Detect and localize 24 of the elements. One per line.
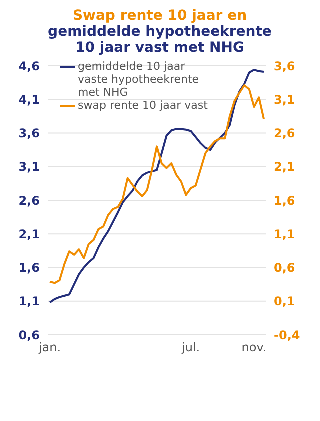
y-tick-label: 3,6 bbox=[18, 126, 40, 141]
chart-title: Swap rente 10 jaar en bbox=[72, 8, 248, 24]
legend-label: swap rente 10 jaar vast bbox=[78, 99, 208, 112]
x-tick-label: jan. bbox=[38, 340, 62, 355]
y2-tick-label: 1,1 bbox=[274, 227, 296, 242]
y2-tick-label: 2,1 bbox=[274, 160, 296, 174]
y2-tick-label: 0,1 bbox=[274, 294, 296, 309]
y2-tick-label: 3,1 bbox=[274, 92, 296, 107]
y-tick-label: 3,1 bbox=[18, 160, 40, 174]
y-tick-label: 1,1 bbox=[18, 294, 40, 309]
y-tick-label: 4,6 bbox=[18, 59, 40, 74]
y-tick-label: 2,6 bbox=[18, 194, 40, 208]
y-tick-label: 1,6 bbox=[18, 261, 40, 276]
y-tick-label: 0,6 bbox=[18, 328, 40, 342]
y2-tick-label: 3,6 bbox=[274, 59, 296, 74]
x-tick-label: nov. bbox=[242, 340, 267, 355]
chart-subtitle: gemiddelde hypotheekrente 10 jaar vast met NHG bbox=[47, 24, 273, 56]
y-tick-label: 4,1 bbox=[18, 92, 40, 107]
x-tick-label: jul. bbox=[181, 340, 200, 355]
y2-tick-label: 2,6 bbox=[274, 126, 296, 141]
y2-tick-label: 1,6 bbox=[274, 194, 296, 208]
y-tick-label: 2,1 bbox=[18, 227, 40, 242]
y2-tick-label: -0,4 bbox=[274, 328, 300, 342]
y2-tick-label: 0,6 bbox=[274, 261, 296, 276]
